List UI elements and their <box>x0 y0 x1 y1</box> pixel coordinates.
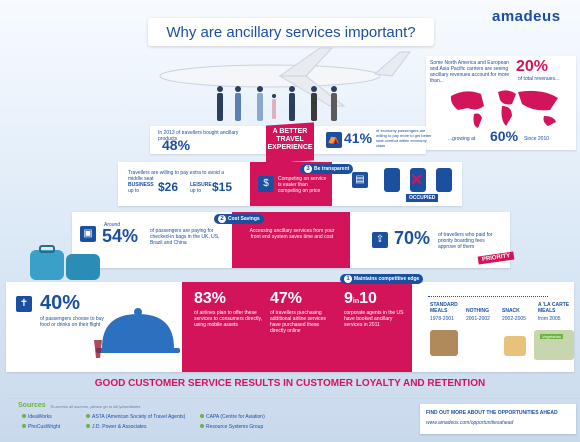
amadeus-logo[interactable]: amadeus <box>492 8 561 25</box>
boarding-icon: ⇪ <box>372 232 388 248</box>
revenue-desc: Some North America and European and Asia… <box>430 60 510 84</box>
stat-c-in: in <box>352 298 360 305</box>
seat-3 <box>436 168 452 192</box>
tier4-stat-a: 83% <box>194 290 227 307</box>
business-label: BUSINESS <box>128 182 154 188</box>
timeline-line <box>428 296 548 297</box>
business-value: $26 <box>158 180 179 194</box>
growing-prefix: ...growing at <box>448 136 476 142</box>
timeline-item-3-label: SNACK <box>502 308 520 314</box>
window-seat-icon: ▤ <box>352 172 368 188</box>
luggage-icon: ▣ <box>80 226 96 242</box>
source-item-2[interactable]: PhoCusWright <box>22 424 60 430</box>
hero-line2: TRAVEL <box>276 136 304 143</box>
source-item-1[interactable]: IdeaWorks <box>22 414 52 420</box>
timeline-item-3-years: 2002-2005 <box>502 316 526 322</box>
leisure-sub: up to <box>190 188 202 194</box>
sources-note: To access all sources, please go to bit.… <box>50 404 141 409</box>
suitcases-icon <box>30 245 100 280</box>
tier1-right-stat: 41% <box>344 130 373 146</box>
seat-1 <box>384 168 400 192</box>
timeline-item-2-years: 2001-2002 <box>466 316 490 322</box>
business-sub: up to <box>128 188 140 194</box>
tier1-right-desc: of economy passengers are willing to pay… <box>376 128 432 148</box>
timeline-item-1-years: 1978-2001 <box>430 316 454 322</box>
cta-url[interactable]: www.amadeus.com/opportunitiesahead <box>426 420 514 426</box>
cutlery-icon: ✝ <box>16 296 32 312</box>
travellers-group <box>210 84 350 124</box>
vegetarian-label: Vegetarian <box>540 334 564 339</box>
money-icon: $ <box>258 176 274 192</box>
source-item-4[interactable]: J.D. Power & Associates <box>86 424 146 430</box>
footer-title: GOOD CUSTOMER SERVICE RESULTS IN CUSTOME… <box>94 378 486 389</box>
tier4-left-stat: 40% <box>40 292 81 314</box>
source-item-3[interactable]: ASTA (American Society of Travel Agents) <box>86 414 185 420</box>
seat-icon: ⛺ <box>326 132 342 148</box>
step-1-icon: 1 <box>344 275 352 283</box>
stat-c-den: 10 <box>359 290 377 307</box>
sources-label: Sources <box>18 402 46 409</box>
tier3-right-desc: of travellers who paid for priority boar… <box>438 232 493 250</box>
tier3-around: Around <box>104 222 121 228</box>
world-map-icon <box>450 90 558 128</box>
timeline-item-1-label: STANDARD MEALS <box>430 302 458 314</box>
source-item-5[interactable]: CAPA (Centre for Aviation) <box>200 414 265 420</box>
seat-occupied <box>410 168 426 192</box>
tier3-left-desc: of passengers are paying for checked-in … <box>150 228 220 246</box>
tier1-left-desc: In 2013 of travellers bought ancillary p… <box>158 130 239 142</box>
tier3-left-stat: 54% <box>102 226 139 246</box>
page-title: Why are ancillary services important? <box>148 18 434 46</box>
cta-box[interactable]: FIND OUT MORE ABOUT THE OPPORTUNITIES AH… <box>420 404 576 434</box>
food-cloche-icon <box>94 308 180 358</box>
tier2-center-desc: Competing on service is easier than comp… <box>278 176 327 194</box>
tier4-red-path <box>182 282 412 372</box>
timeline-item-2-label: NOTHING <box>466 308 490 314</box>
occupied-x-icon: ✕ <box>410 172 424 189</box>
revenue-panel: Some North America and European and Asia… <box>426 56 576 150</box>
tag-competitive-edge: 1 Maintains competitive edge <box>340 274 424 284</box>
tier4-left-desc: of passengers choose to buy food or drin… <box>40 316 104 328</box>
revenue-stat: 20% <box>516 58 549 75</box>
tier4-stat-b: 47% <box>270 290 303 307</box>
timeline-item-4-label: A 'LA CARTE MEALS <box>538 302 570 314</box>
timeline-item-4-years: from 2005 <box>538 316 561 322</box>
step-2-icon: 2 <box>218 215 226 223</box>
cta-title: FIND OUT MORE ABOUT THE OPPORTUNITIES AH… <box>426 410 558 416</box>
growing-stat: 60% <box>490 128 519 144</box>
tier4-desc-b: of travellers purchasing additional airl… <box>270 310 326 334</box>
hero-text: A BETTER TRAVEL EXPERIENCE <box>264 128 316 152</box>
tier4-desc-a: of airlines plan to offer these services… <box>194 310 262 328</box>
tier3-center-desc: Accessing ancillary services from your f… <box>249 228 335 240</box>
hero-line3: EXPERIENCE <box>267 144 313 151</box>
leisure-label: LEISURE <box>190 182 212 188</box>
standard-meal-tray <box>430 330 458 356</box>
tier4-desc-c: corporate agents in the US have booked a… <box>344 310 404 328</box>
stat-c-num: 9 <box>344 290 353 307</box>
tag-cost-savings: 2 Cost Savings <box>214 214 264 224</box>
growing-suffix: Since 2010 <box>524 136 550 142</box>
source-item-6[interactable]: Resource Systems Group <box>200 424 263 430</box>
occupied-label: OCCUPIED <box>406 194 439 202</box>
tag-be-transparent: 3 Be transparent <box>300 164 354 174</box>
tier4-stat-c: 9in10 <box>344 290 377 308</box>
hero-line1: A BETTER <box>272 128 308 135</box>
step-3-icon: 3 <box>304 165 312 173</box>
tier1-left-stat: 48% <box>162 137 191 153</box>
snack-icon <box>504 336 526 356</box>
leisure-value: $15 <box>212 180 233 194</box>
revenue-stat-label: of total revenues... <box>518 76 560 82</box>
tier2-left-desc: Travellers are willing to pay extra to a… <box>128 170 224 182</box>
footer-divider <box>8 398 580 399</box>
tier3-right-stat: 70% <box>394 228 431 248</box>
